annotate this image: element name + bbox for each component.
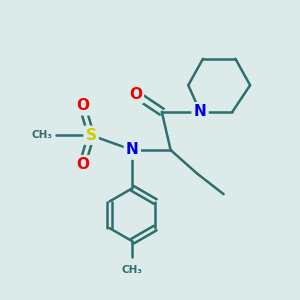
Text: CH₃: CH₃	[32, 130, 53, 140]
Text: O: O	[76, 98, 89, 113]
Text: O: O	[129, 87, 142, 102]
Text: N: N	[194, 104, 206, 119]
Text: S: S	[85, 128, 97, 143]
Text: N: N	[126, 142, 139, 158]
Text: CH₃: CH₃	[122, 265, 143, 275]
Text: O: O	[76, 157, 89, 172]
